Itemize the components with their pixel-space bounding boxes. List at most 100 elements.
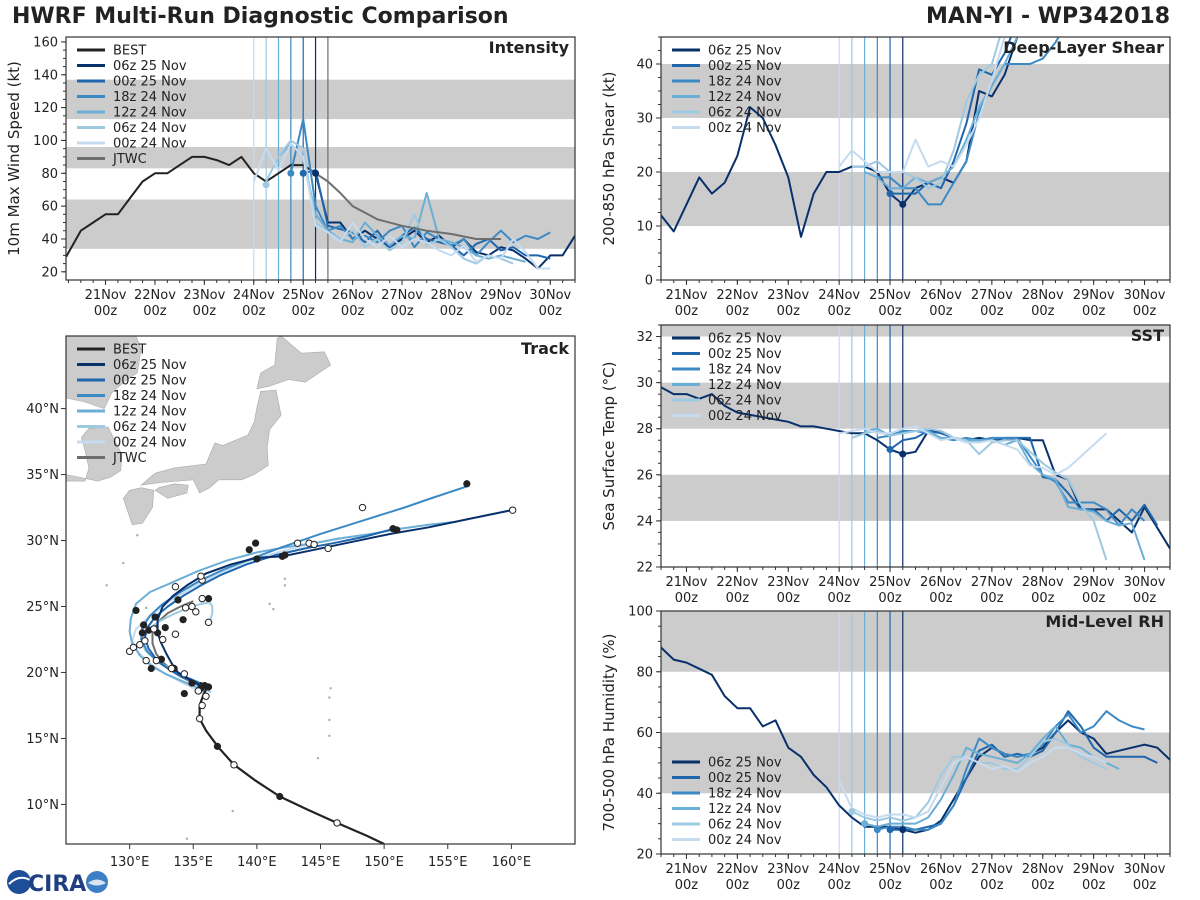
x-tick-label-day: 23Nov [767, 862, 809, 877]
init-marker [899, 826, 907, 834]
threshold-band [66, 147, 575, 169]
x-tick-label-day: 28Nov [1022, 575, 1064, 590]
lon-tick-label: 150°E [364, 855, 404, 870]
x-tick-label-hour: 00z [980, 878, 1004, 893]
x-tick-label-hour: 00z [675, 878, 699, 893]
island [329, 687, 332, 690]
track-point-open [230, 761, 238, 769]
x-tick-label-hour: 00z [929, 304, 953, 319]
track-point-filled [252, 539, 260, 547]
track-point-filled [147, 664, 155, 673]
logo-globe-icon [7, 870, 31, 894]
legend-label: 00z 24 Nov [708, 121, 782, 136]
x-tick-label-day: 30Nov [1124, 575, 1166, 590]
y-tick-label: 20 [636, 166, 653, 181]
x-tick-label-hour: 00z [878, 878, 902, 893]
x-tick-label-day: 21Nov [665, 575, 707, 590]
island [105, 584, 108, 587]
x-tick-label-day: 23Nov [767, 575, 809, 590]
track-point-filled [204, 683, 213, 691]
threshold-band [66, 199, 575, 249]
track-point-open [171, 583, 180, 591]
x-tick-label-day: 24Nov [818, 862, 860, 877]
legend-label: 00z 25 Nov [708, 347, 782, 362]
series-line-06z-24-nov [265, 139, 514, 265]
y-axis-label: 10m Max Wind Speed (kt) [5, 61, 23, 256]
track-point-open [358, 503, 367, 512]
x-tick-label-day: 25Nov [869, 288, 911, 303]
land-mass [140, 389, 282, 494]
panel-title: SST [1131, 326, 1164, 345]
track-point-filled [174, 596, 182, 604]
x-tick-label-hour: 00z [341, 304, 365, 319]
legend-label: 12z 24 Nov [708, 378, 782, 393]
y-tick-label: 40 [636, 787, 653, 802]
y-tick-label: 60 [636, 726, 653, 741]
series-line-00z-24-nov [252, 142, 551, 270]
x-tick-label-day: 24Nov [818, 288, 860, 303]
lat-tick-label: 30°N [26, 534, 59, 549]
x-tick-label-hour: 00z [675, 304, 699, 319]
track-point-filled [140, 621, 148, 629]
legend-label: 18z 24 Nov [708, 363, 782, 378]
legend-label: 18z 24 Nov [113, 389, 187, 404]
island [316, 757, 320, 760]
x-tick-label-hour: 00z [777, 878, 801, 893]
track-point-filled [278, 552, 286, 560]
x-tick-label-hour: 00z [777, 591, 801, 606]
y-tick-label: 0 [645, 274, 653, 289]
y-tick-label: 24 [636, 514, 653, 529]
track-point-filled [132, 606, 140, 615]
plot-area [66, 37, 575, 280]
x-tick-label-day: 29Nov [1073, 862, 1115, 877]
x-tick-label-day: 25Nov [869, 575, 911, 590]
track-point-filled [463, 480, 471, 488]
x-tick-label-day: 22Nov [716, 575, 758, 590]
track-point-open [508, 506, 517, 514]
legend-label: 06z 24 Nov [113, 420, 187, 435]
island [231, 809, 234, 813]
series-line-00z-25-nov [890, 37, 1013, 195]
track-point-open [324, 544, 332, 553]
land-mass [66, 336, 142, 409]
legend-label: 12z 24 Nov [113, 405, 187, 420]
x-tick-label-hour: 00z [539, 304, 563, 319]
track-point-filled [161, 624, 169, 632]
y-tick-label: 100 [33, 134, 58, 149]
x-tick-label-day: 28Nov [1022, 288, 1064, 303]
legend-label: 18z 24 Nov [113, 90, 187, 105]
x-tick-label-day: 23Nov [767, 288, 809, 303]
lon-tick-label: 135°E [173, 855, 213, 870]
island [185, 837, 189, 840]
track-point-open [171, 630, 180, 638]
island [268, 602, 271, 606]
figure-title: HWRF Multi-Run Diagnostic Comparison [12, 4, 509, 29]
x-tick-label-hour: 00z [242, 304, 266, 319]
x-tick-label-hour: 00z [440, 304, 464, 319]
y-tick-label: 22 [636, 561, 653, 576]
island [136, 534, 139, 537]
threshold-band [661, 325, 1170, 337]
x-tick-label-hour: 00z [489, 304, 513, 319]
x-tick-label-day: 26Nov [920, 862, 962, 877]
legend-label: 06z 25 Nov [708, 332, 782, 347]
legend-label: 00z 25 Nov [113, 374, 187, 389]
legend-label: JTWC [112, 152, 147, 167]
y-tick-label: 30 [636, 112, 653, 127]
island [283, 577, 287, 580]
x-tick-label-hour: 00z [878, 304, 902, 319]
legend-label: 06z 24 Nov [708, 106, 782, 121]
x-tick-label-day: 27Nov [971, 288, 1013, 303]
cira-logo: CIRA [7, 870, 108, 897]
legend-label: 12z 24 Nov [708, 90, 782, 105]
y-tick-label: 140 [33, 68, 58, 83]
lon-tick-label: 155°E [428, 855, 468, 870]
lat-tick-label: 10°N [26, 798, 59, 813]
x-tick-label-day: 29Nov [1073, 288, 1115, 303]
map-area [66, 336, 517, 844]
x-tick-label-day: 22Nov [716, 862, 758, 877]
track-point-open [192, 608, 200, 616]
y-axis-label: 200-850 hPa Shear (kt) [600, 72, 618, 246]
track-point-open [195, 714, 204, 723]
y-tick-label: 30 [636, 376, 653, 391]
